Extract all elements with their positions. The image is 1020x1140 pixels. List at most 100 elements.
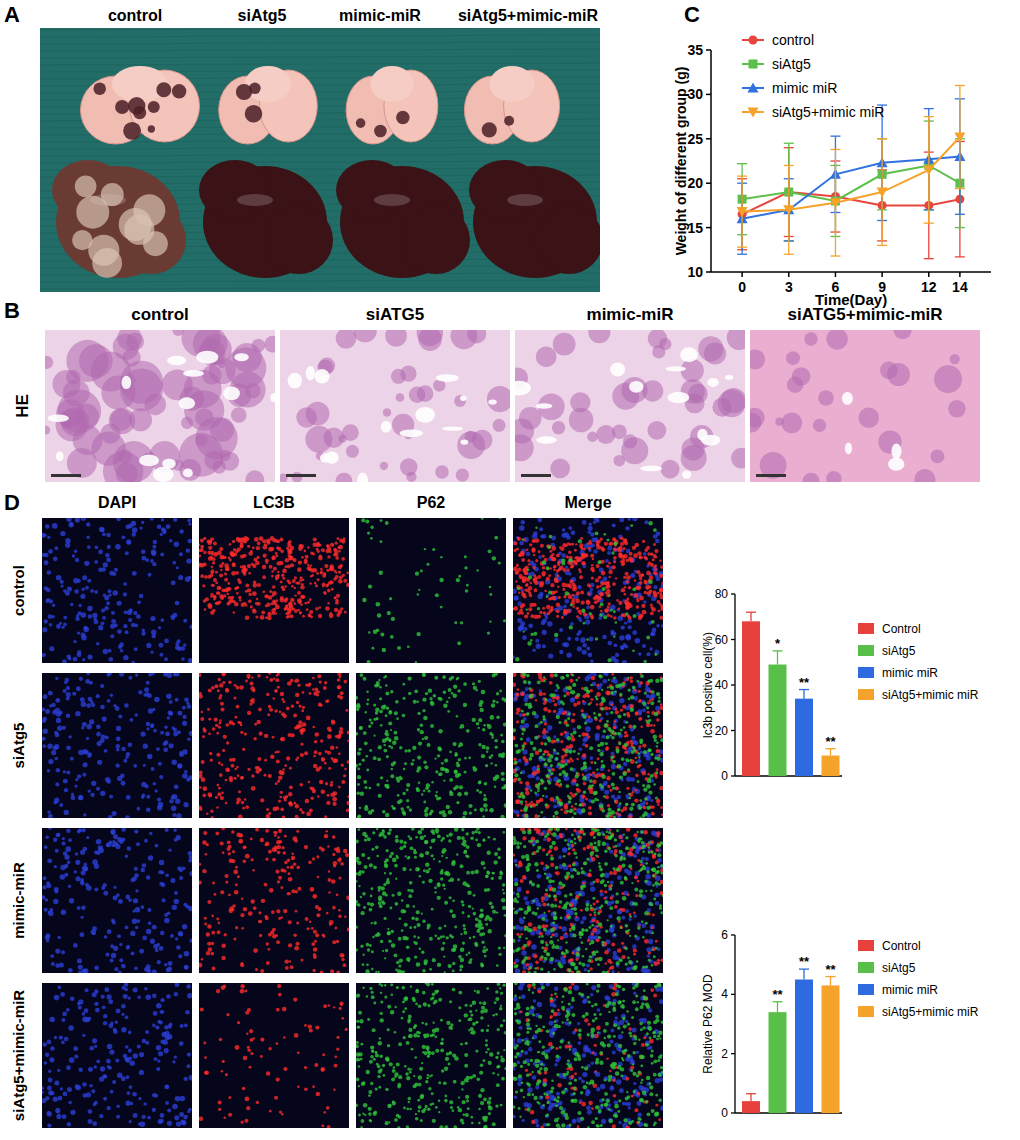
- fluorescence-dot: [333, 548, 336, 551]
- fluorescence-dot: [119, 673, 124, 677]
- fluorescence-dot: [65, 538, 71, 544]
- fluorescence-dot: [126, 539, 131, 544]
- fluorescence-dot: [182, 721, 187, 726]
- liver-lobe: [265, 206, 333, 274]
- image-title: control: [131, 305, 189, 324]
- he-cell: [487, 386, 510, 412]
- he-space: [47, 414, 69, 421]
- he-cell: [661, 460, 680, 479]
- fluorescence-dot: [112, 590, 117, 595]
- he-space: [315, 369, 330, 384]
- fluorescence-dot: [257, 583, 261, 587]
- fluorescence-dot: [634, 593, 638, 597]
- fluorescence-dot: [307, 564, 309, 566]
- fluorescence-dot: [514, 542, 518, 546]
- fluorescence-dot: [97, 760, 102, 765]
- fluorescence-dot: [656, 624, 660, 628]
- fluorescence-dot: [546, 596, 549, 599]
- fluorescence-dot: [63, 779, 68, 784]
- fluorescence-dot: [604, 608, 609, 613]
- fluorescence-dot: [579, 575, 583, 579]
- he-space: [325, 451, 339, 463]
- fluorescence-dot: [519, 576, 522, 579]
- fluorescence-dot: [325, 584, 328, 587]
- fluorescence-dot: [252, 609, 257, 614]
- fluorescence-dot: [639, 555, 643, 559]
- fluorescence-dot: [127, 610, 132, 615]
- fluorescence-dot: [67, 586, 72, 591]
- fluorescence-dot: [250, 605, 253, 608]
- fluorescence-dot: [590, 554, 594, 558]
- fluorescence-dot: [100, 528, 104, 532]
- fluorescence-dot: [346, 583, 349, 587]
- fluorescence-dot: [52, 523, 58, 529]
- he-cell: [45, 356, 53, 369]
- fluorescence-dot: [539, 611, 542, 614]
- fluorescence-dot: [188, 775, 192, 779]
- fluorescence-dot: [224, 563, 229, 568]
- fluorescence-dot: [175, 799, 180, 804]
- fluorescence-dot: [143, 764, 146, 767]
- he-image: [750, 330, 980, 482]
- fluorescence-dot: [75, 616, 79, 620]
- fluorescence-dot: [121, 781, 126, 786]
- fluorescence-dot: [272, 538, 276, 542]
- fluorescence-dot: [612, 582, 616, 586]
- fluorescence-dot: [286, 579, 289, 582]
- fluorescence-dot: [91, 781, 96, 786]
- fluorescence-dot: [243, 554, 247, 558]
- fluorescence-dot: [528, 607, 532, 611]
- fluorescence-dot: [613, 556, 617, 560]
- fluorescence-dot: [547, 545, 551, 549]
- fluorescence-dot: [69, 735, 72, 738]
- fluorescence-dot: [553, 565, 556, 568]
- fluorescence-dot: [70, 603, 73, 606]
- fluorescence-dot: [88, 790, 91, 793]
- fluorescence-dot: [661, 582, 663, 585]
- fluorescence-dot: [611, 551, 614, 554]
- fluorescence-dot: [304, 550, 307, 553]
- fluorescence-dot: [219, 574, 223, 578]
- photo-label: siAtg5+mimic-miR: [458, 7, 598, 24]
- fluorescence-dot: [55, 698, 60, 703]
- fluorescence-dot: [66, 746, 71, 751]
- fluorescence-dot: [454, 621, 457, 624]
- fluorescence-dot: [150, 724, 154, 728]
- fluorescence-dot: [338, 550, 341, 553]
- fluorescence-dot: [528, 563, 531, 566]
- fluorescence-dot: [49, 599, 53, 603]
- fluorescence-dot: [301, 743, 304, 746]
- texture: [40, 35, 600, 37]
- image-bg: [42, 673, 192, 818]
- fluorescence-dot: [312, 688, 314, 690]
- fluorescence-dot: [653, 554, 657, 558]
- fluorescence-dot: [539, 527, 543, 531]
- fluorescence-dot: [595, 637, 598, 640]
- fluorescence-dot: [616, 608, 620, 612]
- fluorescence-dot: [281, 586, 284, 589]
- fluorescence-dot: [247, 545, 250, 548]
- fluorescence-dot: [607, 614, 610, 617]
- fluorescence-image: [199, 518, 349, 663]
- fluorescence-dot: [261, 610, 265, 614]
- fluorescence-dot: [128, 743, 133, 748]
- fluorescence-dot: [318, 614, 322, 618]
- fluorescence-dot: [116, 518, 120, 521]
- fluorescence-dot: [72, 554, 75, 557]
- fluorescence-dot: [103, 562, 108, 567]
- fluorescence-dot: [563, 604, 567, 608]
- fluorescence-dot: [641, 574, 644, 577]
- he-cell: [550, 459, 570, 479]
- fluorescence-dot: [594, 600, 598, 604]
- fluorescence-image: [513, 518, 663, 663]
- fluorescence-dot: [607, 581, 610, 584]
- fluorescence-dot: [382, 648, 386, 652]
- fluorescence-dot: [533, 632, 537, 636]
- lung: [219, 66, 318, 144]
- fluorescence-dot: [248, 599, 252, 603]
- fluorescence-dot: [570, 564, 574, 568]
- fluorescence-dot: [624, 593, 627, 596]
- he-cell: [245, 470, 264, 482]
- fluorescence-dot: [607, 538, 610, 541]
- fluorescence-dot: [619, 546, 623, 550]
